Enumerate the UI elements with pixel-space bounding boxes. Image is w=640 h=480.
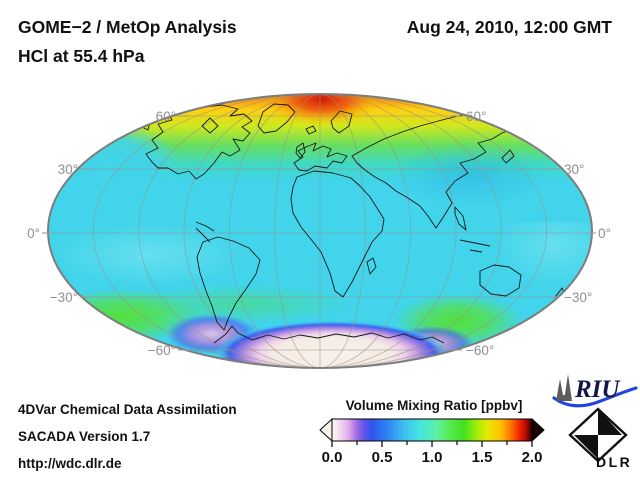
colorbar-gradient	[331, 418, 533, 442]
footer-block: 4DVar Chemical Data Assimilation SACADA …	[18, 396, 237, 477]
colorbar: Volume Mixing Ratio [ppbv]	[318, 398, 550, 474]
dlr-logo: DLR	[568, 407, 632, 470]
lat-label-left-30: 30°	[58, 162, 78, 177]
riu-logo-text: RIU	[574, 376, 621, 403]
footer-line1: 4DVar Chemical Data Assimilation	[18, 402, 237, 417]
colorbar-left-arrow-icon	[319, 417, 333, 443]
lat-labels: 60° 30° 0° −30° −60° 60° 30° 0° −30° −60…	[27, 109, 611, 358]
title-line2: HCl at 55.4 hPa	[18, 46, 145, 66]
colorbar-tick-label-2: 1.0	[421, 449, 443, 466]
dlr-diamond-icon	[568, 407, 628, 463]
colorbar-tick-label-4: 2.0	[521, 449, 543, 466]
colorbar-title: Volume Mixing Ratio [ppbv]	[345, 398, 523, 413]
lat-label-right-30: 30°	[564, 162, 584, 177]
title-line1: GOME−2 / MetOp Analysis	[18, 17, 237, 37]
dlr-wing-upper-icon	[598, 409, 622, 435]
cathedral-icon	[556, 374, 572, 401]
data-field	[48, 94, 592, 368]
colorbar-tick-label-3: 1.5	[471, 449, 493, 466]
title-block: GOME−2 / MetOp Analysis HCl at 55.4 hPa	[18, 13, 237, 71]
colorbar-tick-labels: 0.0 0.5 1.0 1.5 2.0	[318, 449, 550, 469]
dlr-wing-lower-icon	[574, 435, 598, 459]
lat-label-right-0: 0°	[598, 226, 611, 241]
colorbar-scale	[319, 417, 545, 447]
dlr-logo-text: DLR	[596, 454, 632, 470]
lat-label-right-m60: −60°	[466, 343, 494, 358]
lat-label-left-m30: −30°	[50, 290, 78, 305]
lat-tick-dashes	[42, 115, 596, 351]
lat-label-right-60: 60°	[466, 109, 486, 124]
globe-outline	[47, 93, 593, 369]
lat-label-left-60: 60°	[156, 109, 176, 124]
timestamp: Aug 24, 2010, 12:00 GMT	[406, 17, 612, 37]
lat-label-left-m60: −60°	[148, 343, 176, 358]
coastlines	[139, 103, 566, 344]
colorbar-tick-label-0: 0.0	[321, 449, 343, 466]
colorbar-ticks	[331, 441, 533, 447]
colorbar-tick-label-1: 0.5	[371, 449, 393, 466]
riu-logo: RIU	[552, 374, 638, 408]
footer-line3: http://wdc.dlr.de	[18, 456, 122, 471]
lat-label-left-0: 0°	[27, 226, 40, 241]
colorbar-right-arrow-icon	[531, 417, 545, 443]
footer-line2: SACADA Version 1.7	[18, 429, 151, 444]
riu-swoosh-icon	[552, 386, 638, 408]
lat-label-right-m30: −30°	[564, 290, 592, 305]
